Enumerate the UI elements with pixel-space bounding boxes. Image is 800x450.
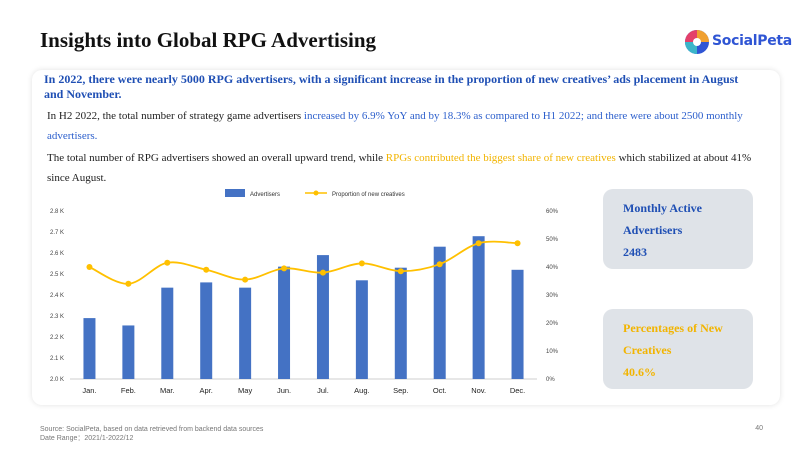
kpi-creatives-label: Percentages of New Creatives (623, 321, 723, 357)
kpi-monthly-advertisers: Monthly Active Advertisers 2483 (603, 189, 753, 269)
bar-advertisers (278, 266, 291, 379)
bar-advertisers (239, 287, 252, 379)
point-new-creatives (86, 264, 93, 270)
legend-label-advertisers: Advertisers (250, 192, 280, 198)
point-new-creatives (514, 240, 521, 247)
y-right-tick-label: 30% (546, 293, 559, 299)
point-new-creatives (436, 261, 443, 268)
kpi-monthly-value: 2483 (623, 245, 647, 259)
summary-paragraph-2: The total number of RPG advertisers show… (47, 148, 759, 188)
bar-advertisers (355, 280, 368, 379)
bar-advertisers (83, 318, 96, 379)
y-left-tick-label: 2.0 K (50, 377, 64, 383)
x-tick-label: Feb. (121, 386, 136, 395)
x-tick-label: Nov. (471, 386, 486, 395)
brand-logo: SocialPeta (684, 29, 794, 55)
logo-mark-icon (685, 30, 709, 54)
point-new-creatives (475, 240, 482, 247)
x-tick-label: Jun. (277, 386, 291, 395)
p2-text: The total number of RPG advertisers show… (47, 152, 386, 164)
x-tick-label: Oct. (433, 386, 447, 395)
p1-highlight: increased by 6.9% YoY and by 18.3% as co… (47, 110, 743, 142)
date-range-note: Date Range：2021/1-2022/12 (40, 435, 134, 442)
y-right-tick-label: 40% (546, 265, 559, 271)
y-left-tick-label: 2.2 K (50, 335, 64, 341)
point-new-creatives (242, 276, 249, 283)
y-right-tick-label: 20% (546, 321, 559, 327)
footer-source: Source: SocialPeta, based on data retrie… (40, 425, 263, 443)
line-new-creatives (89, 240, 518, 285)
y-left-tick-label: 2.6 K (50, 251, 64, 257)
x-tick-label: Jul. (317, 386, 329, 395)
legend-marker-line (313, 190, 319, 196)
point-new-creatives (358, 260, 365, 267)
point-new-creatives (397, 268, 404, 275)
x-tick-label: Dec. (510, 386, 525, 395)
legend-swatch-advertisers (225, 189, 245, 197)
y-right-tick-label: 60% (546, 209, 559, 215)
summary-paragraph-1: In H2 2022, the total number of strategy… (47, 106, 759, 146)
x-tick-label: May (238, 386, 252, 395)
bar-advertisers (511, 269, 524, 379)
bar-advertisers (200, 282, 213, 379)
kpi-monthly-label: Monthly Active Advertisers (623, 201, 702, 237)
page-title: Insights into Global RPG Advertising (40, 28, 377, 52)
logo-text: SocialPeta (712, 33, 792, 49)
point-new-creatives (319, 269, 326, 276)
bar-advertisers (394, 267, 407, 379)
y-right-tick-label: 10% (546, 349, 559, 355)
p1-text: In H2 2022, the total number of strategy… (47, 110, 304, 122)
bar-advertisers (316, 255, 329, 379)
advertisers-chart: Advertisers Proportion of new creatives 2.… (50, 189, 559, 395)
legend-label-creatives: Proportion of new creatives (332, 192, 405, 198)
p2-highlight: RPGs contributed the biggest share of ne… (385, 152, 616, 164)
x-tick-label: Aug. (354, 386, 369, 395)
y-left-tick-label: 2.3 K (50, 314, 64, 320)
bar-advertisers (122, 325, 135, 379)
point-new-creatives (164, 259, 171, 266)
y-left-tick-label: 2.8 K (50, 209, 64, 215)
point-new-creatives (125, 280, 132, 287)
y-left-tick-label: 2.5 K (50, 272, 64, 278)
y-left-tick-label: 2.7 K (50, 230, 64, 236)
point-new-creatives (203, 266, 210, 273)
x-tick-label: Sep. (393, 386, 408, 395)
point-new-creatives (281, 265, 288, 272)
y-left-tick-label: 2.4 K (50, 293, 64, 299)
x-tick-label: Mar. (160, 386, 175, 395)
y-right-tick-label: 50% (546, 237, 559, 243)
x-tick-label: Jan. (82, 386, 96, 395)
page-number: 40 (755, 425, 763, 432)
summary-headline: In 2022, there were nearly 5000 RPG adve… (44, 72, 739, 101)
bar-advertisers (472, 236, 485, 379)
kpi-new-creatives: Percentages of New Creatives 40.6% (603, 309, 753, 389)
kpi-creatives-value: 40.6% (623, 365, 656, 379)
y-right-tick-label: 0% (546, 377, 555, 383)
p2-text-end: which stabilized at about 41% since Augu… (47, 152, 752, 184)
x-tick-label: Apr. (200, 386, 213, 395)
bar-advertisers (433, 246, 446, 379)
bar-advertisers (161, 287, 174, 379)
source-note: Source: SocialPeta, based on data retrie… (40, 426, 264, 433)
y-left-tick-label: 2.1 K (50, 356, 64, 362)
